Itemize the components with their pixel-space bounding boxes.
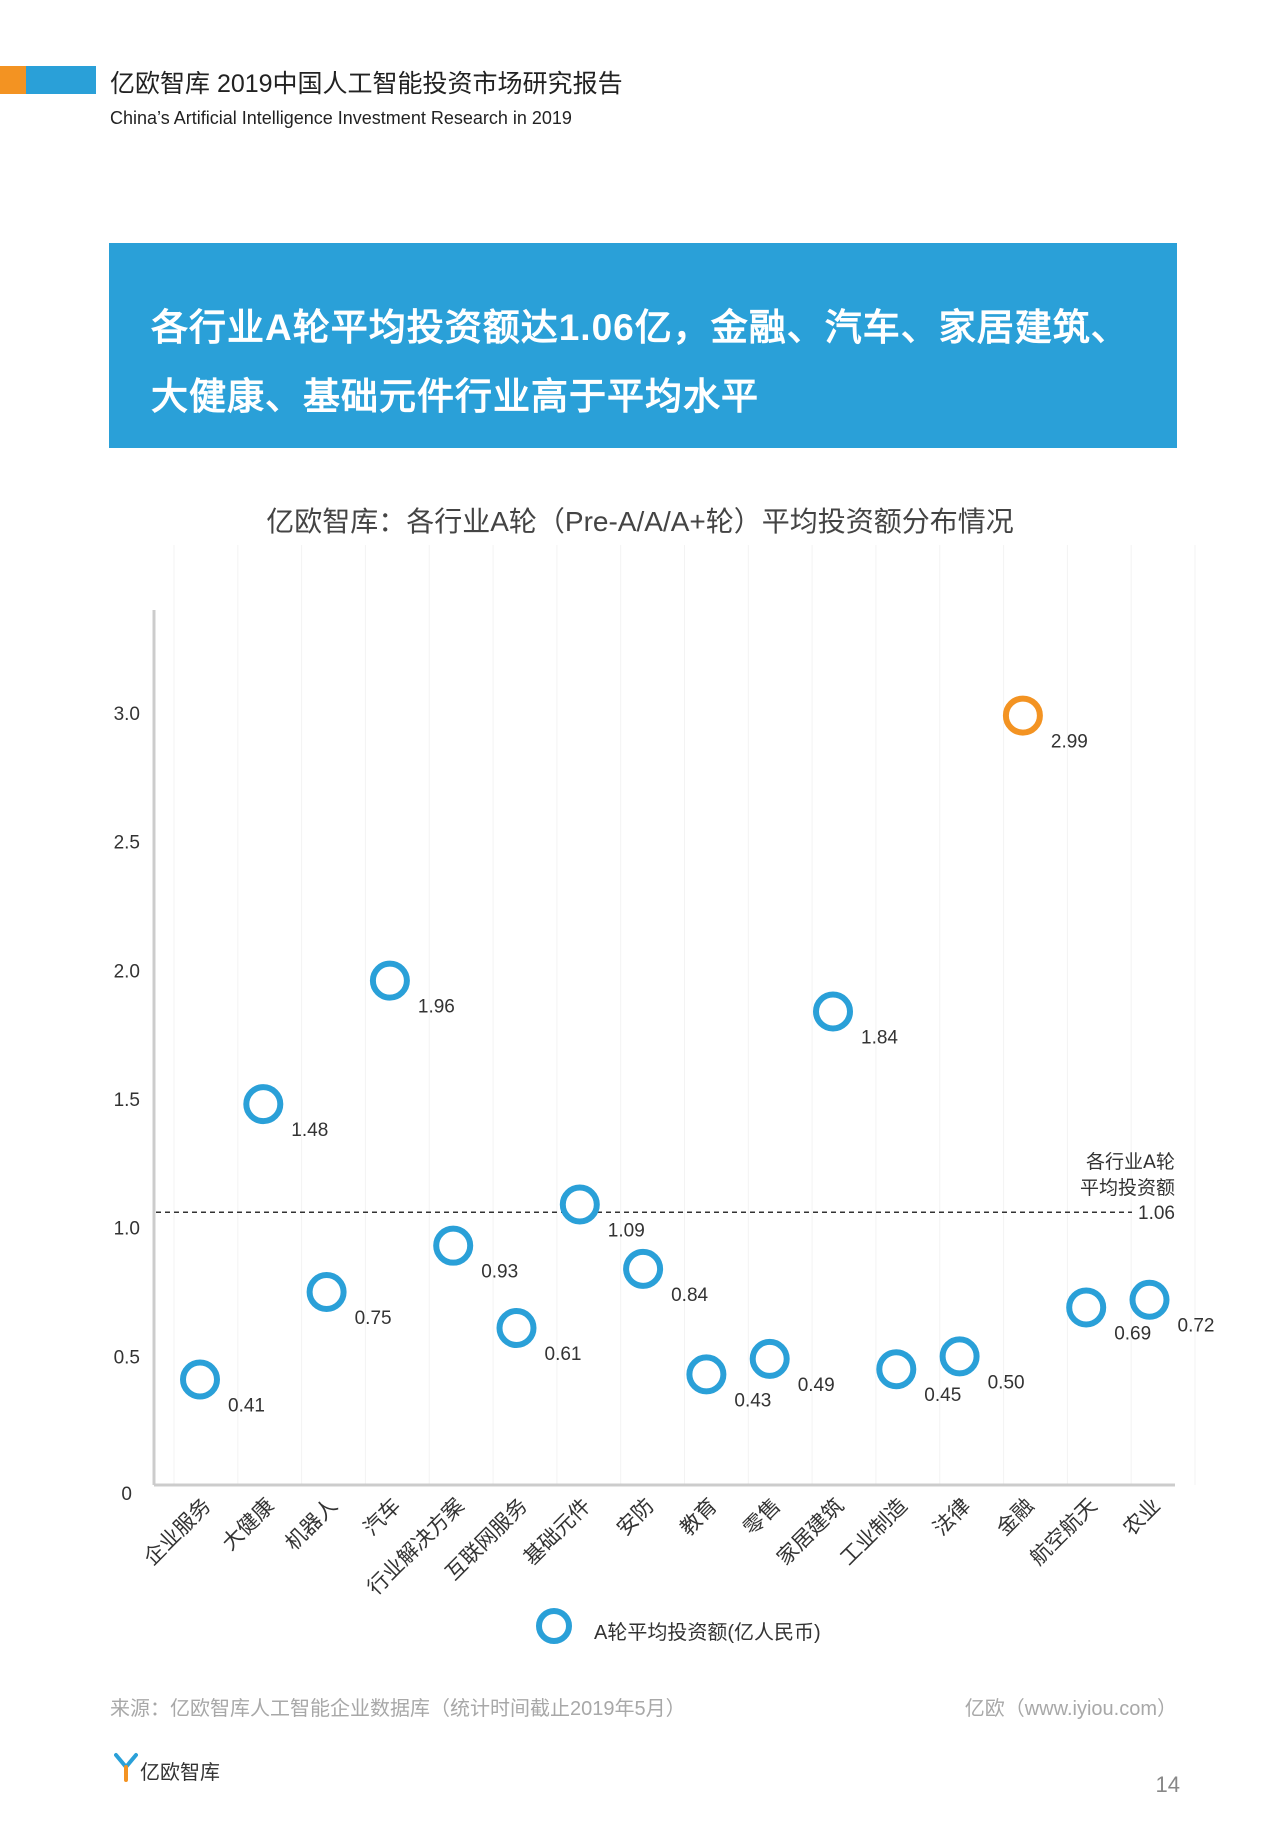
x-tick-label: 教育 [675, 1494, 722, 1541]
data-point [1002, 695, 1043, 736]
data-point [1129, 1279, 1170, 1320]
x-tick-label: 工业制造 [835, 1494, 911, 1570]
x-tick-label: 金融 [992, 1494, 1039, 1541]
data-point [876, 1349, 917, 1390]
x-tick-label: 基础元件 [519, 1494, 595, 1570]
data-point [180, 1359, 220, 1400]
y-tick-label: 2.5 [114, 833, 140, 854]
legend-label: A轮平均投资额(亿人民币) [594, 1622, 821, 1644]
data-label: 0.69 [1114, 1323, 1151, 1344]
report-title: 亿欧智库 2019中国人工智能投资市场研究报告 [110, 70, 623, 98]
data-point [749, 1338, 790, 1379]
data-label: 1.96 [418, 997, 455, 1018]
x-tick-label: 汽车 [359, 1494, 406, 1541]
data-point [686, 1354, 727, 1395]
y-tick-label: 0.5 [114, 1347, 140, 1368]
data-point [496, 1308, 537, 1349]
report-subtitle: China’s Artificial Intelligence Investme… [110, 108, 572, 128]
data-label: 0.45 [924, 1385, 961, 1406]
data-point [813, 991, 853, 1032]
data-point [306, 1272, 347, 1312]
header-accent-blue [26, 66, 96, 94]
headline-line-2: 大健康、基础元件行业高于平均水平 [151, 376, 759, 417]
chart-title: 亿欧智库：各行业A轮（Pre-A/A/A+轮）平均投资额分布情况 [266, 506, 1014, 537]
x-tick-label: 安防 [612, 1494, 659, 1541]
data-point [623, 1248, 664, 1289]
page-number: 14 [1155, 1772, 1180, 1797]
data-label: 0.72 [1178, 1316, 1215, 1337]
data-label: 0.61 [545, 1344, 582, 1365]
data-label: 2.99 [1051, 732, 1088, 753]
y-tick-label: 3.0 [114, 704, 140, 725]
average-label-line-2: 平均投资额 [1080, 1177, 1175, 1199]
source-note: 来源：亿欧智库人工智能企业数据库（统计时间截止2019年5月） [110, 1698, 686, 1720]
data-point [939, 1336, 980, 1377]
legend-marker-icon [536, 1608, 572, 1644]
data-label: 1.84 [861, 1028, 898, 1049]
data-point [1066, 1287, 1107, 1328]
data-point [433, 1225, 474, 1266]
data-label: 0.50 [988, 1372, 1025, 1393]
y-tick-label: 1.0 [114, 1219, 140, 1240]
x-tick-label: 机器人 [281, 1494, 343, 1556]
data-label: 0.49 [798, 1375, 835, 1396]
y-tick-label: 0 [121, 1484, 132, 1505]
average-value-label: 1.06 [1138, 1203, 1175, 1224]
data-label: 1.48 [291, 1120, 328, 1141]
data-point [369, 960, 410, 1001]
headline-banner: 各行业A轮平均投资额达1.06亿，金融、汽车、家居建筑、 大健康、基础元件行业高… [109, 243, 1177, 448]
data-point [559, 1184, 600, 1225]
logo-text: 亿欧智库 [140, 1762, 220, 1784]
logo-y-icon [114, 1753, 138, 1782]
data-label: 0.75 [355, 1308, 392, 1329]
x-tick-label: 企业服务 [139, 1494, 215, 1570]
data-label: 0.84 [671, 1285, 708, 1306]
data-label: 0.43 [734, 1390, 771, 1411]
data-point [243, 1084, 284, 1125]
x-tick-label: 航空航天 [1025, 1494, 1101, 1570]
x-tick-label: 零售 [739, 1494, 786, 1541]
x-tick-label: 大健康 [217, 1494, 279, 1556]
data-label: 1.09 [608, 1221, 645, 1242]
headline-line-1: 各行业A轮平均投资额达1.06亿，金融、汽车、家居建筑、 [151, 307, 1129, 348]
y-tick-label: 2.0 [114, 961, 140, 982]
data-label: 0.93 [481, 1262, 518, 1283]
x-tick-label: 农业 [1118, 1494, 1165, 1541]
x-tick-label: 家居建筑 [772, 1494, 848, 1570]
site-credit: 亿欧（www.iyiou.com） [964, 1698, 1177, 1720]
x-tick-label: 法律 [928, 1494, 975, 1541]
data-label: 0.41 [228, 1395, 265, 1416]
y-tick-label: 1.5 [114, 1090, 140, 1111]
average-label-line-1: 各行业A轮 [1086, 1151, 1175, 1173]
header-accent-orange [0, 66, 26, 94]
